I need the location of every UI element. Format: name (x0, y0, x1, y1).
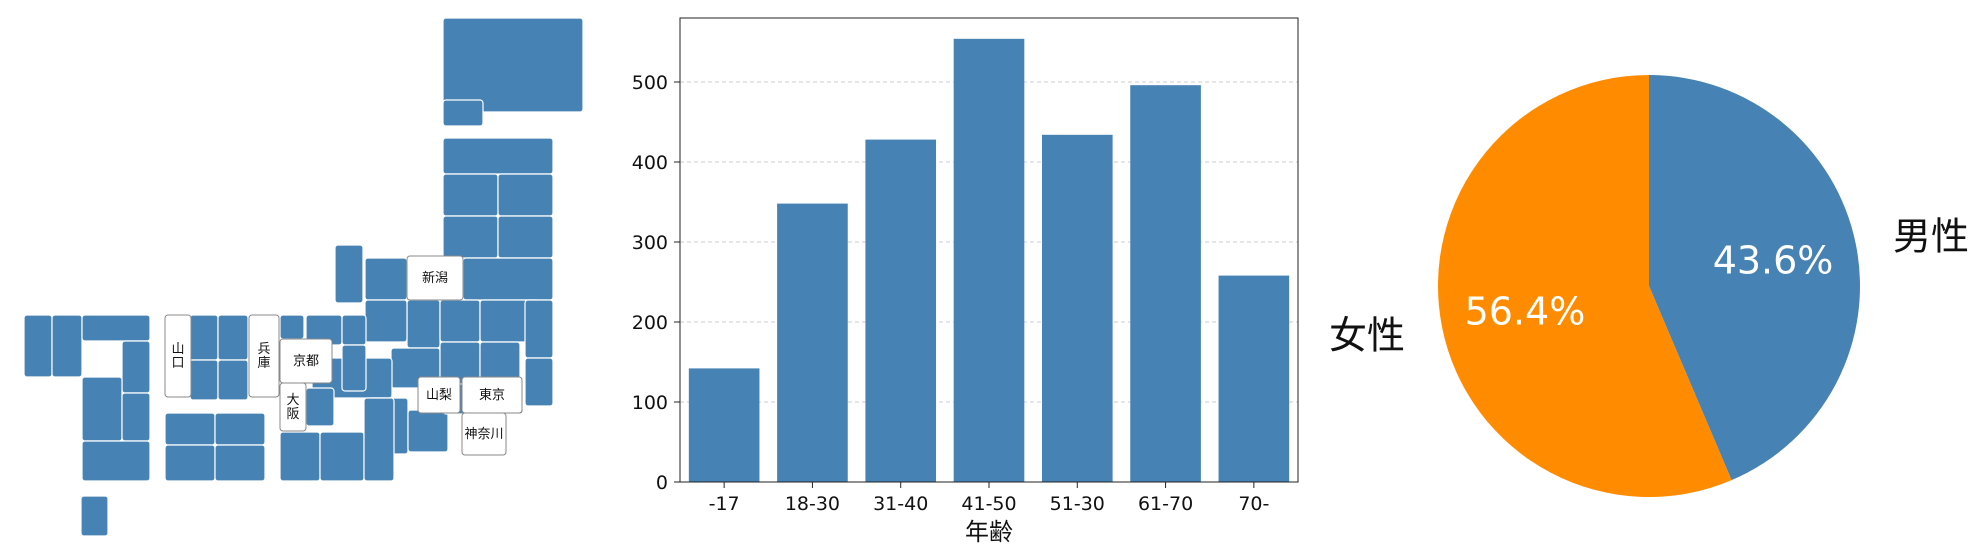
x-tick-label: 61-70 (1138, 493, 1193, 515)
x-tick-label: 51-30 (1050, 493, 1105, 515)
pie-category-label: 男性 (1893, 214, 1969, 258)
prefecture-tile-highlighted (164, 314, 192, 398)
x-tick-label: 41-50 (961, 493, 1016, 515)
prefecture-label: 口 (171, 356, 184, 371)
prefecture-label: 東京 (479, 387, 505, 403)
pie-slice (1649, 75, 1860, 481)
prefecture-tile (189, 359, 219, 401)
prefecture-tile (364, 299, 408, 343)
prefecture-tile (214, 412, 266, 446)
prefecture-label: 大 (286, 393, 299, 408)
y-tick-label: 300 (632, 232, 668, 254)
pie-chart-svg: 43.6% 男性 56.4% 女性 (1329, 74, 1969, 497)
prefecture-label: 京都 (293, 354, 319, 369)
prefecture-label: 山 (171, 342, 184, 357)
bar (777, 203, 848, 482)
prefecture-tile (406, 299, 441, 349)
prefecture-label: 神奈川 (464, 427, 503, 442)
prefecture-tile (81, 376, 123, 442)
prefecture-tile (279, 431, 321, 482)
prefecture-tile-highlighted (417, 376, 461, 414)
prefecture-tile (524, 299, 554, 359)
prefecture-tile (217, 314, 249, 361)
prefecture-tile (164, 412, 216, 446)
prefecture-tile (164, 444, 216, 482)
bar-chart-svg: 0 100 200 300 400 500 -17 18-30 31-40 41-50 51-30 6… (632, 17, 1299, 546)
prefecture-tile (407, 409, 449, 453)
prefecture-tile (341, 314, 367, 346)
prefecture-label: 新潟 (422, 270, 448, 286)
pie-category-label: 女性 (1329, 314, 1405, 358)
japan-tile-map: 新潟山口 兵庫 京都大阪 山梨 東京神奈川 (0, 0, 620, 549)
prefecture-label: 庫 (257, 356, 270, 371)
prefecture-tile (305, 387, 335, 427)
bar (688, 368, 760, 482)
prefecture-label: 阪 (286, 407, 299, 422)
prefecture-tile (319, 431, 365, 482)
pie-slice (1438, 74, 1732, 497)
bar (865, 139, 937, 482)
prefecture-tile (442, 173, 499, 217)
prefecture-tile (81, 440, 151, 482)
prefecture-tile-highlighted (406, 255, 464, 301)
bar (1218, 275, 1290, 482)
prefecture-tile-highlighted (279, 338, 333, 384)
bar (953, 38, 1025, 483)
prefecture-tile-highlighted (279, 382, 307, 432)
x-tick-label: 70- (1238, 493, 1269, 515)
prefecture-tile (121, 340, 151, 394)
y-tick-label: 0 (656, 472, 668, 494)
prefecture-tile (363, 397, 395, 482)
prefecture-tile (189, 314, 219, 361)
prefecture-tile (497, 215, 554, 259)
prefecture-tile (23, 314, 53, 378)
bar (1130, 85, 1201, 482)
prefecture-tile-highlighted (461, 412, 507, 456)
y-tick-label: 500 (632, 72, 668, 94)
y-tick-label: 400 (632, 152, 668, 174)
y-tick-label: 200 (632, 312, 668, 334)
pie-percent-label: 43.6% (1713, 239, 1834, 283)
prefecture-tile (442, 215, 499, 259)
prefecture-label: 兵 (257, 342, 270, 357)
prefecture-tile (439, 299, 481, 343)
pie-percent-label: 56.4% (1465, 289, 1586, 333)
x-axis-title: 年齢 (965, 518, 1013, 546)
prefecture-tile (51, 314, 83, 378)
x-tick-label: -17 (709, 493, 740, 515)
prefecture-tile (442, 99, 484, 127)
age-bar-chart: 0 100 200 300 400 500 -17 18-30 31-40 41-50 51-30 6… (620, 0, 1320, 549)
prefecture-tile (442, 17, 584, 113)
prefecture-tile (462, 257, 554, 301)
prefecture-tile (524, 357, 554, 407)
prefecture-tile (214, 444, 266, 482)
prefecture-label: 山梨 (426, 388, 452, 403)
bar (1041, 134, 1113, 483)
x-tick-label: 31-40 (873, 493, 928, 515)
y-tick-label: 100 (632, 392, 668, 414)
prefecture-tile-highlighted (248, 314, 280, 398)
prefecture-tile (121, 392, 151, 442)
prefecture-tile (341, 344, 367, 392)
prefecture-tile (81, 314, 151, 342)
prefecture-tile (497, 173, 554, 217)
prefecture-tile (334, 244, 364, 304)
x-tick-label: 18-30 (785, 493, 840, 515)
gender-pie-chart: 43.6% 男性 56.4% 女性 (1320, 0, 1984, 549)
prefecture-tile (217, 359, 249, 401)
prefecture-tile (279, 314, 305, 340)
prefecture-tile (364, 257, 408, 301)
prefecture-tile (80, 495, 109, 537)
prefecture-tile (442, 137, 554, 175)
